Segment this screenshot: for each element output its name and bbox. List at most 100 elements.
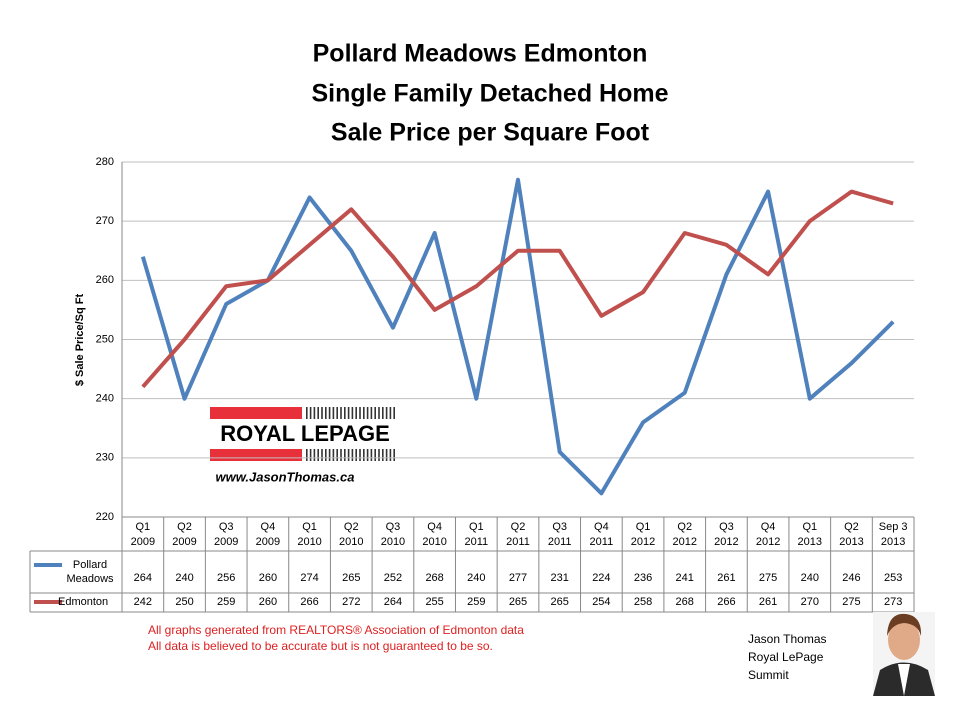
logo-stripe bbox=[325, 407, 327, 419]
table-value: 261 bbox=[759, 596, 777, 608]
x-tick-label: Q3 bbox=[552, 521, 567, 533]
chart-title: Single Family Detached Home bbox=[311, 80, 668, 108]
table-value: 260 bbox=[259, 572, 277, 584]
legend-label: Pollard Meadows bbox=[66, 559, 114, 585]
table-value: 259 bbox=[467, 596, 485, 608]
logo-stripe bbox=[382, 449, 384, 461]
x-tick-label: Q1 bbox=[135, 521, 150, 533]
logo-stripe bbox=[336, 407, 338, 419]
logo-bar bbox=[210, 449, 302, 461]
logo-stripe bbox=[366, 407, 369, 419]
x-tick-label: Q4 bbox=[594, 521, 609, 533]
table-value: 240 bbox=[801, 572, 819, 584]
logo-stripe bbox=[374, 407, 376, 419]
logo-stripe bbox=[389, 449, 392, 461]
logo-stripe bbox=[393, 407, 395, 419]
x-tick-label: Q1 bbox=[469, 521, 484, 533]
agent-name: Jason Thomas bbox=[748, 632, 827, 646]
table-value: 265 bbox=[551, 596, 569, 608]
logo-stripe bbox=[306, 449, 308, 461]
table-value: 246 bbox=[842, 572, 860, 584]
table-value: 270 bbox=[801, 596, 819, 608]
logo-stripe bbox=[355, 449, 357, 461]
x-tick-label: Q2 bbox=[344, 521, 359, 533]
x-tick-label: 2010 bbox=[381, 536, 405, 548]
grid bbox=[122, 161, 914, 518]
logo-stripe bbox=[332, 407, 335, 419]
x-tick-label: 2009 bbox=[256, 536, 280, 548]
logo-stripe bbox=[370, 407, 373, 419]
y-tick-label: 240 bbox=[96, 393, 114, 405]
logo-stripes bbox=[306, 407, 395, 461]
chart-title: Sale Price per Square Foot bbox=[331, 119, 650, 147]
x-tick-label: 2011 bbox=[464, 536, 488, 548]
logo-stripe bbox=[306, 407, 308, 419]
x-tick-label: Q1 bbox=[636, 521, 651, 533]
logo-stripe bbox=[351, 449, 354, 461]
logo-stripe bbox=[366, 449, 369, 461]
y-tick-label: 220 bbox=[96, 511, 114, 523]
x-tick-label: 2010 bbox=[339, 536, 363, 548]
table-value: 252 bbox=[384, 572, 402, 584]
logo-stripe bbox=[382, 407, 384, 419]
logo-stripe bbox=[328, 449, 331, 461]
table-value: 277 bbox=[509, 572, 527, 584]
x-tick-label: Q4 bbox=[761, 521, 776, 533]
y-tick-label: 230 bbox=[96, 452, 114, 464]
x-tick-label: 2011 bbox=[590, 536, 614, 548]
x-tick-label: Q1 bbox=[802, 521, 817, 533]
table-value: 265 bbox=[342, 572, 360, 584]
x-tick-label: Q2 bbox=[177, 521, 192, 533]
table-value: 231 bbox=[551, 572, 569, 584]
agent-photo bbox=[873, 612, 935, 696]
logo-stripe bbox=[313, 407, 316, 419]
x-tick-label: Q3 bbox=[386, 521, 401, 533]
logo-stripe bbox=[344, 449, 346, 461]
x-tick-label: 2009 bbox=[214, 536, 238, 548]
legend-label: Edmonton bbox=[58, 596, 109, 608]
table-value: 254 bbox=[592, 596, 610, 608]
logo-url: www.JasonThomas.ca bbox=[216, 469, 355, 484]
logo-stripe bbox=[393, 449, 395, 461]
x-tick-label: Q3 bbox=[719, 521, 734, 533]
logo-stripe bbox=[332, 449, 335, 461]
table-value: 266 bbox=[300, 596, 318, 608]
x-tick-label: 2013 bbox=[881, 536, 905, 548]
table-value: 236 bbox=[634, 572, 652, 584]
table-value: 250 bbox=[175, 596, 193, 608]
logo-stripe bbox=[340, 449, 342, 461]
logo-stripe bbox=[340, 407, 342, 419]
table-value: 264 bbox=[384, 596, 402, 608]
x-tick-label: Q2 bbox=[511, 521, 526, 533]
x-tick-label: 2013 bbox=[839, 536, 863, 548]
y-tick-label: 260 bbox=[96, 274, 114, 286]
table-value: 224 bbox=[592, 572, 610, 584]
photo-hair bbox=[887, 613, 922, 636]
x-tick-label: Q1 bbox=[302, 521, 317, 533]
table-value: 264 bbox=[134, 572, 152, 584]
x-tick-label: Q3 bbox=[219, 521, 234, 533]
table-value: 266 bbox=[717, 596, 735, 608]
x-tick-label: 2010 bbox=[422, 536, 446, 548]
table-value: 274 bbox=[300, 572, 318, 584]
series-line bbox=[141, 189, 894, 389]
chart-title: Pollard Meadows Edmonton bbox=[313, 40, 648, 68]
footer-note: All data is believed to be accurate but … bbox=[148, 639, 493, 653]
x-tick-label: Q2 bbox=[844, 521, 859, 533]
y-tick-label: 280 bbox=[96, 156, 114, 168]
logo-stripe bbox=[321, 407, 323, 419]
y-axis-label: $ Sale Price/Sq Ft bbox=[74, 294, 86, 387]
agent-company: Royal LePage bbox=[748, 650, 824, 664]
table-value: 253 bbox=[884, 572, 902, 584]
table-value: 265 bbox=[509, 596, 527, 608]
logo-stripe bbox=[317, 449, 319, 461]
logo-stripe bbox=[328, 407, 331, 419]
logo-stripe bbox=[317, 407, 319, 419]
agent-office: Summit bbox=[748, 668, 789, 682]
table-value: 268 bbox=[676, 596, 694, 608]
logo-stripe bbox=[336, 449, 338, 461]
table-value: 261 bbox=[717, 572, 735, 584]
logo-stripe bbox=[351, 407, 354, 419]
footer-note: All graphs generated from REALTORS® Asso… bbox=[148, 623, 524, 637]
